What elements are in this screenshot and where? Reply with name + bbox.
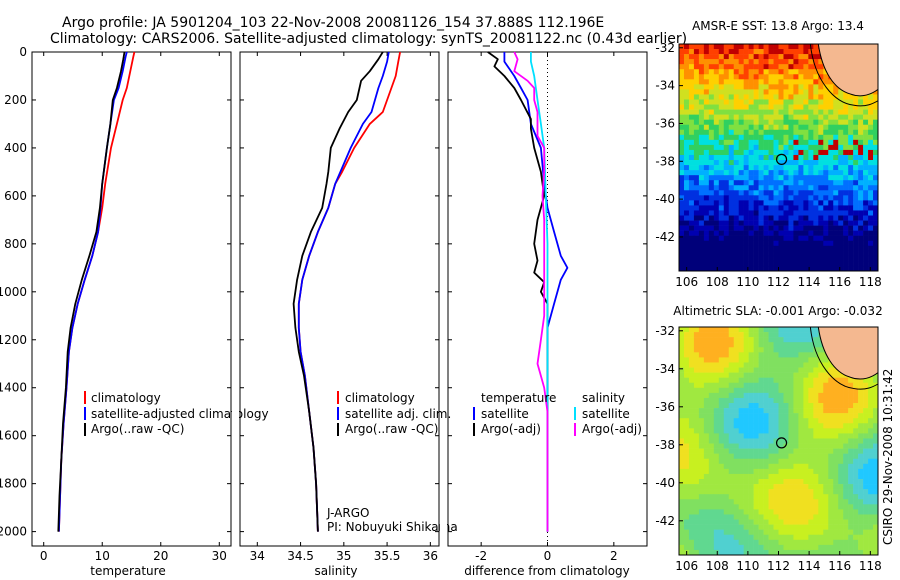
xtick-label: 34.5 (287, 549, 314, 563)
series-line-2-3 (513, 51, 549, 532)
argo-location-marker (775, 437, 788, 449)
map-lon-label: 108 (706, 559, 729, 573)
map-lon-label: 118 (859, 275, 882, 289)
map-lat-label: -36 (655, 400, 675, 414)
xtick-label: 2 (610, 549, 618, 563)
xtick-label: 36 (423, 549, 438, 563)
difference-xlabel: difference from climatology (464, 564, 630, 578)
xtick-label: 0 (40, 549, 48, 563)
header-line-1: Argo profile: JA 5901204_103 22-Nov-2008… (62, 15, 604, 31)
land-mass (817, 43, 879, 97)
salinity-legend: climatology satellite adj. clim. Argo(..… (337, 391, 451, 436)
salinity-plot-frame (239, 51, 440, 547)
ytick-label: 600 (4, 189, 27, 203)
legend-temp-argo: Argo(-adj) (481, 422, 541, 436)
xtick-label: 20 (153, 549, 168, 563)
map-lat-label: -38 (655, 154, 675, 168)
map-lon-label: 114 (798, 275, 821, 289)
map-lat-label: -42 (655, 230, 675, 244)
salinity-xlabel: salinity (314, 564, 357, 578)
temperature-legend: climatology satellite-adjusted climatolo… (84, 391, 269, 436)
map-lat-label: -40 (655, 192, 675, 206)
difference-legend: temperature salinity satellite Argo(-adj… (473, 391, 642, 436)
map-lat-label: -34 (655, 362, 675, 376)
legend-argo: Argo(..raw -QC) (91, 422, 184, 436)
map-lat-label: -40 (655, 476, 675, 490)
legend-satellite-adj-clim: satellite adj. clim. (345, 407, 451, 421)
map-lon-label: 116 (828, 559, 851, 573)
series-line-1-1 (297, 51, 390, 532)
xtick-label: 34 (250, 549, 265, 563)
legend-climatology: climatology (91, 391, 161, 405)
map-lon-label: 112 (767, 275, 790, 289)
pi-label: PI: Nobuyuki Shikama (327, 520, 458, 534)
temperature-xlabel: temperature (90, 564, 165, 578)
sst-map: 106 108 110 112 114 116 118 -32 -34 -36 -38 -40 -42 (655, 41, 881, 289)
series-line-2-1 (487, 51, 549, 532)
map-lon-label: 112 (767, 559, 790, 573)
xtick-label: 0 (544, 549, 552, 563)
argo-location-marker (775, 153, 788, 165)
sla-map-title: Altimetric SLA: -0.001 Argo: -0.032 (673, 304, 882, 318)
xtick-label: -2 (475, 549, 487, 563)
map-lon-label: 110 (736, 275, 759, 289)
shelf-contour (809, 43, 879, 107)
xtick-label: 10 (95, 549, 110, 563)
xtick-label: 30 (212, 549, 227, 563)
land-mass (817, 326, 879, 380)
map-lon-label: 118 (859, 559, 882, 573)
map-lat-label: -38 (655, 438, 675, 452)
ytick-label: 2000 (0, 525, 27, 539)
shelf-contour (809, 326, 879, 390)
map-lon-label: 106 (675, 275, 698, 289)
legend-temperature-title: temperature (481, 391, 556, 405)
map-lat-label: -36 (655, 116, 675, 130)
header-line-2: Climatology: CARS2006. Satellite-adjuste… (50, 31, 687, 47)
legend-sal-satellite: satellite (582, 407, 630, 421)
map-lat-label: -32 (655, 324, 675, 338)
series-line-1-2 (292, 51, 384, 532)
legend-satellite-adjusted: satellite-adjusted climatology (91, 407, 269, 421)
ytick-label: 200 (4, 93, 27, 107)
map-lat-label: -42 (655, 514, 675, 528)
map-lon-label: 106 (675, 559, 698, 573)
map-lat-label: -32 (655, 41, 675, 55)
series-line-2-0 (503, 52, 569, 532)
ytick-label: 400 (4, 141, 27, 155)
legend-argo-sal: Argo(..raw -QC) (345, 422, 438, 436)
map-lat-label: -34 (655, 79, 675, 93)
xtick-label: 35.5 (374, 549, 401, 563)
ytick-label: 1400 (0, 381, 27, 395)
ytick-label: 800 (4, 237, 27, 251)
ytick-label: 0 (19, 45, 27, 59)
sla-map: 106 108 110 112 114 116 118 -32 -34 -36 -38 -40 -42 (655, 324, 881, 573)
map-lon-label: 114 (798, 559, 821, 573)
map-lon-label: 116 (828, 275, 851, 289)
legend-temp-satellite: satellite (481, 407, 529, 421)
xtick-label: 35 (336, 549, 351, 563)
series-line-0-2 (57, 51, 126, 532)
ytick-label: 1800 (0, 477, 27, 491)
j-argo-label: J-ARGO (326, 506, 369, 520)
legend-climatology-sal: climatology (345, 391, 415, 405)
legend-salinity-title: salinity (582, 391, 625, 405)
temperature-plot-frame (31, 51, 232, 547)
ytick-label: 1600 (0, 429, 27, 443)
legend-sal-argo: Argo(-adj) (582, 422, 642, 436)
series-line-0-0 (58, 51, 136, 532)
ytick-label: 1000 (0, 285, 27, 299)
sst-map-title: AMSR-E SST: 13.8 Argo: 13.4 (692, 19, 864, 33)
ytick-label: 1200 (0, 333, 27, 347)
csiro-timestamp: CSIRO 29-Nov-2008 10:31:42 (881, 369, 895, 545)
map-lon-label: 110 (736, 559, 759, 573)
map-lon-label: 108 (706, 275, 729, 289)
